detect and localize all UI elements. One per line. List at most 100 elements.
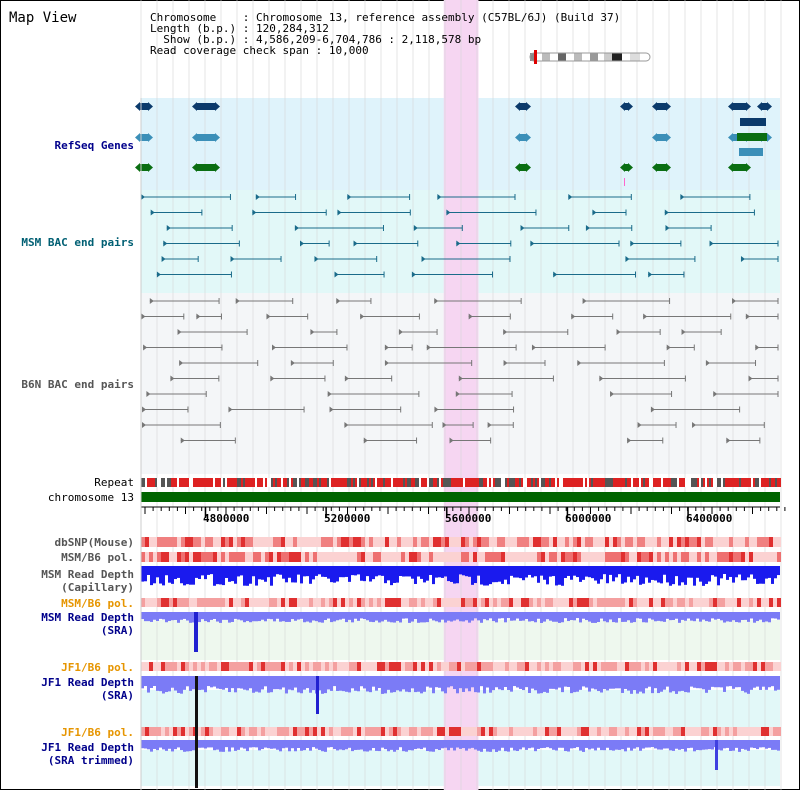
jf1-b6-pol-strip-2 <box>721 727 725 736</box>
msm-read-depth-sra-bar <box>336 612 339 621</box>
jf1-read-depth-trim-bar <box>615 740 618 750</box>
refseq-gene-arrow <box>728 133 733 142</box>
msm-b6-pol-strip-2 <box>613 598 617 607</box>
msm-b6-pol-strip <box>229 552 233 562</box>
msm-read-depth-sra-bar <box>339 612 342 620</box>
track-label-dbsnp[interactable]: dbSNP(Mouse) <box>54 536 134 549</box>
jf1-b6-pol-strip-2 <box>253 727 257 736</box>
dbsnp-strip <box>285 537 289 547</box>
repeat-segment <box>345 478 347 487</box>
jf1-read-depth-trim-bar <box>684 740 687 752</box>
dbsnp-strip <box>397 537 401 547</box>
repeat-segment <box>391 478 393 487</box>
b6n-bac-pair-end <box>692 422 697 428</box>
jf1-b6-pol-strip-2 <box>397 727 401 736</box>
jf1-depth-sra-line1: JF1 Read Depth <box>41 676 134 689</box>
dbsnp-strip <box>261 537 265 547</box>
jf1-b6-pol-strip <box>701 662 705 671</box>
jf1-b6-pol-strip-2 <box>589 727 593 736</box>
msm-b6-pol-strip-2 <box>193 598 197 607</box>
msm-read-depth-cap-bar <box>270 566 273 586</box>
jf1-read-depth-sra-bar <box>588 676 591 692</box>
msm-read-depth-sra-bar <box>570 612 573 621</box>
msm-read-depth-sra-bar <box>537 612 540 619</box>
msm-b6-pol-strip <box>697 552 701 562</box>
msm-read-depth-sra-bar <box>216 612 219 622</box>
msm-read-depth-cap-bar <box>633 566 636 580</box>
jf1-read-depth-sra-bar <box>672 676 675 692</box>
msm-b6-pol-strip-2 <box>521 598 525 607</box>
jf1-b6-pol-strip-2 <box>497 727 501 736</box>
repeat-segment <box>565 478 567 487</box>
track-label-jf1-read-depth-sra[interactable]: JF1 Read Depth (SRA) <box>41 676 134 702</box>
repeat-segment <box>777 478 779 487</box>
jf1-b6-pol-strip-2 <box>429 727 433 736</box>
msm-read-depth-sra-bar <box>144 612 147 622</box>
repeat-segment <box>519 478 521 487</box>
jf1-b6-pol-strip-2 <box>169 727 173 736</box>
msm-b6-pol-strip <box>441 552 445 562</box>
jf1-read-depth-sra-bar <box>438 676 441 688</box>
repeat-segment <box>643 478 645 487</box>
track-label-msm-b6-pol-2[interactable]: MSM/B6 pol. <box>61 597 134 610</box>
track-label-msm-read-depth-sra[interactable]: MSM Read Depth (SRA) <box>41 611 134 637</box>
jf1-read-depth-trim-bar <box>180 740 183 751</box>
jf1-b6-pol-strip-2 <box>449 727 453 736</box>
repeat-segment <box>693 478 695 487</box>
track-label-msm-read-depth-cap[interactable]: MSM Read Depth (Capillary) <box>41 568 134 594</box>
jf1-read-depth-trim-bar <box>372 740 375 749</box>
jf1-b6-pol-strip <box>429 662 433 671</box>
msm-read-depth-cap-bar <box>303 566 306 577</box>
dbsnp-strip <box>537 537 541 547</box>
jf1-read-depth-trim-bar <box>255 740 258 748</box>
msm-b6-pol-strip-2 <box>481 598 485 607</box>
dbsnp-strip <box>661 537 665 547</box>
msm-b6-pol-strip <box>525 552 529 562</box>
jf1-b6-pol-strip-2 <box>369 727 373 736</box>
track-label-b6n-bac[interactable]: B6N BAC end pairs <box>21 378 134 391</box>
jf1-read-depth-trim-bar <box>771 740 774 750</box>
jf1-b6-pol-strip <box>593 662 597 671</box>
msm-b6-pol-strip <box>677 552 681 562</box>
msm-read-depth-cap-bar <box>192 566 195 585</box>
jf1-read-depth-trim-bar <box>150 740 153 752</box>
jf1-read-depth-sra-bar <box>567 676 570 687</box>
msm-bac-pair-end <box>740 256 745 262</box>
jf1-read-depth-trim-bar <box>387 740 390 752</box>
jf1-b6-pol-strip-2 <box>657 727 661 736</box>
msm-b6-pol-strip-2 <box>389 598 393 607</box>
jf1-read-depth-sra-bar <box>330 676 333 691</box>
b6n-bac-pair-end <box>627 437 632 444</box>
jf1-read-depth-sra-bar <box>507 676 510 690</box>
jf1-b6-pol-strip-2 <box>221 727 225 736</box>
jf1-read-depth-trim-bar <box>231 740 234 748</box>
track-label-jf1-read-depth-trim[interactable]: JF1 Read Depth (SRA trimmed) <box>41 741 134 767</box>
refseq-gene-arrow <box>215 102 220 111</box>
dbsnp-strip <box>357 537 361 547</box>
jf1-read-depth-sra-bar <box>366 676 369 692</box>
b6n-bac-pair-end <box>650 406 655 413</box>
msm-b6-pol-strip-2 <box>493 598 497 607</box>
jf1-b6-pol-strip-2 <box>181 727 185 736</box>
track-label-jf1-b6-pol-2[interactable]: JF1/B6 pol. <box>61 726 134 739</box>
msm-read-depth-sra-bar <box>774 612 777 619</box>
msm-b6-pol-strip <box>713 552 717 562</box>
msm-read-depth-cap-bar <box>513 566 516 578</box>
jf1-read-depth-sra-bar <box>219 676 222 689</box>
jf1-b6-pol-strip-2 <box>281 727 285 736</box>
track-label-msm-b6-pol-1[interactable]: MSM/B6 pol. <box>61 551 134 564</box>
b6n-bac-pair-end <box>142 406 147 413</box>
track-label-msm-bac[interactable]: MSM BAC end pairs <box>21 236 134 249</box>
msm-read-depth-cap-bar <box>597 566 600 584</box>
dbsnp-strip <box>645 537 649 547</box>
msm-b6-pol-strip <box>609 552 613 562</box>
track-label-refseq[interactable]: RefSeq Genes <box>54 139 134 152</box>
repeat-segment <box>711 478 713 487</box>
jf1-read-depth-trim-peak <box>715 740 718 770</box>
msm-b6-pol-strip <box>741 552 745 562</box>
msm-read-depth-cap-bar <box>552 566 555 577</box>
jf1-b6-pol-strip <box>345 662 349 671</box>
msm-read-depth-sra-bar <box>282 612 285 622</box>
track-label-jf1-b6-pol-1[interactable]: JF1/B6 pol. <box>61 661 134 674</box>
